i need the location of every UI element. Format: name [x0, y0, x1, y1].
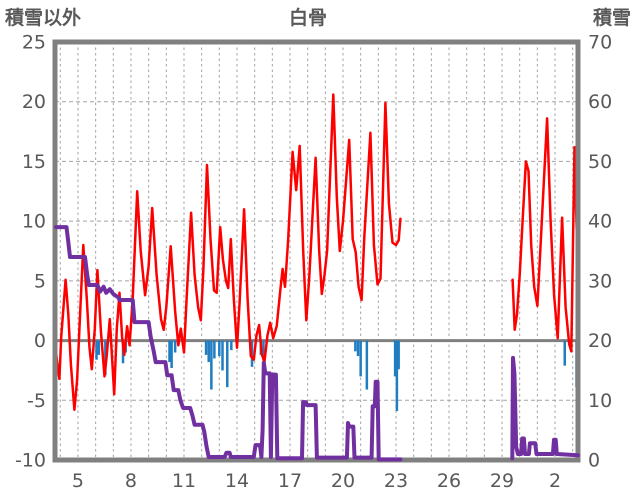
precip-bar	[168, 340, 171, 363]
precip-bar	[354, 340, 357, 352]
precip-bar	[563, 340, 566, 366]
plot-frame	[52, 39, 581, 463]
right-axis-tick-label: 40	[588, 211, 612, 233]
precip-bar	[95, 340, 98, 360]
precip-bar	[359, 340, 362, 377]
precip-bar	[204, 340, 208, 355]
precip-bar	[207, 340, 210, 363]
x-axis-tick-label: 26	[437, 470, 461, 492]
right-axis-tick-label: 50	[588, 151, 612, 173]
precip-bar	[97, 340, 101, 355]
left-axis-tick-label: 15	[22, 151, 46, 173]
right-axis-tick-label: 10	[588, 390, 612, 412]
precip-bar	[210, 340, 213, 390]
precip-bar	[170, 340, 173, 369]
precip-bar	[395, 340, 399, 412]
precip-bar	[230, 340, 233, 351]
precip-bar	[356, 340, 360, 357]
precip-bar	[250, 340, 254, 367]
left-axis-tick-label: 25	[22, 32, 46, 54]
precip-bar	[365, 340, 369, 390]
precip-bar	[226, 340, 229, 388]
x-axis-tick-label: 8	[125, 470, 137, 492]
left-axis-tick-label: 0	[34, 330, 46, 352]
right-axis-title: 積雪	[592, 7, 631, 29]
temperature-line	[54, 93, 402, 412]
left-axis-title: 積雪以外	[5, 7, 82, 29]
precip-bar	[393, 340, 397, 377]
x-axis-tick-label: 5	[72, 470, 84, 492]
snow-depth-line	[54, 225, 403, 462]
x-axis-tick-label: 17	[278, 470, 302, 492]
x-axis-tick-label: 20	[331, 470, 355, 492]
x-axis-tick-label: 29	[490, 470, 514, 492]
temperature-line	[511, 117, 580, 353]
left-axis-tick-label: -5	[27, 390, 46, 412]
x-axis-tick-label: 2	[549, 470, 561, 492]
left-axis-tick-label: 20	[22, 91, 46, 113]
precip-bar	[213, 340, 216, 359]
left-axis-tick-label: 10	[22, 211, 46, 233]
precip-bar	[173, 340, 177, 353]
chart-title: 白骨	[288, 7, 327, 29]
right-axis-tick-label: 60	[588, 91, 612, 113]
precip-bar	[221, 340, 224, 371]
right-axis-tick-label: 30	[588, 270, 612, 292]
precip-bar	[397, 340, 400, 370]
x-axis-tick-label: 23	[384, 470, 408, 492]
right-axis-tick-label: 20	[588, 330, 612, 352]
x-axis-tick-label: 14	[225, 470, 249, 492]
snow-depth-line	[510, 355, 580, 461]
precip-bar	[262, 340, 265, 360]
x-axis-tick-label: 11	[172, 470, 196, 492]
right-axis-tick-label: 0	[588, 450, 600, 472]
right-axis-tick-label: 70	[588, 32, 612, 54]
left-axis-tick-label: 5	[34, 270, 46, 292]
left-axis-tick-label: -10	[15, 450, 46, 472]
precip-bar	[218, 340, 221, 357]
